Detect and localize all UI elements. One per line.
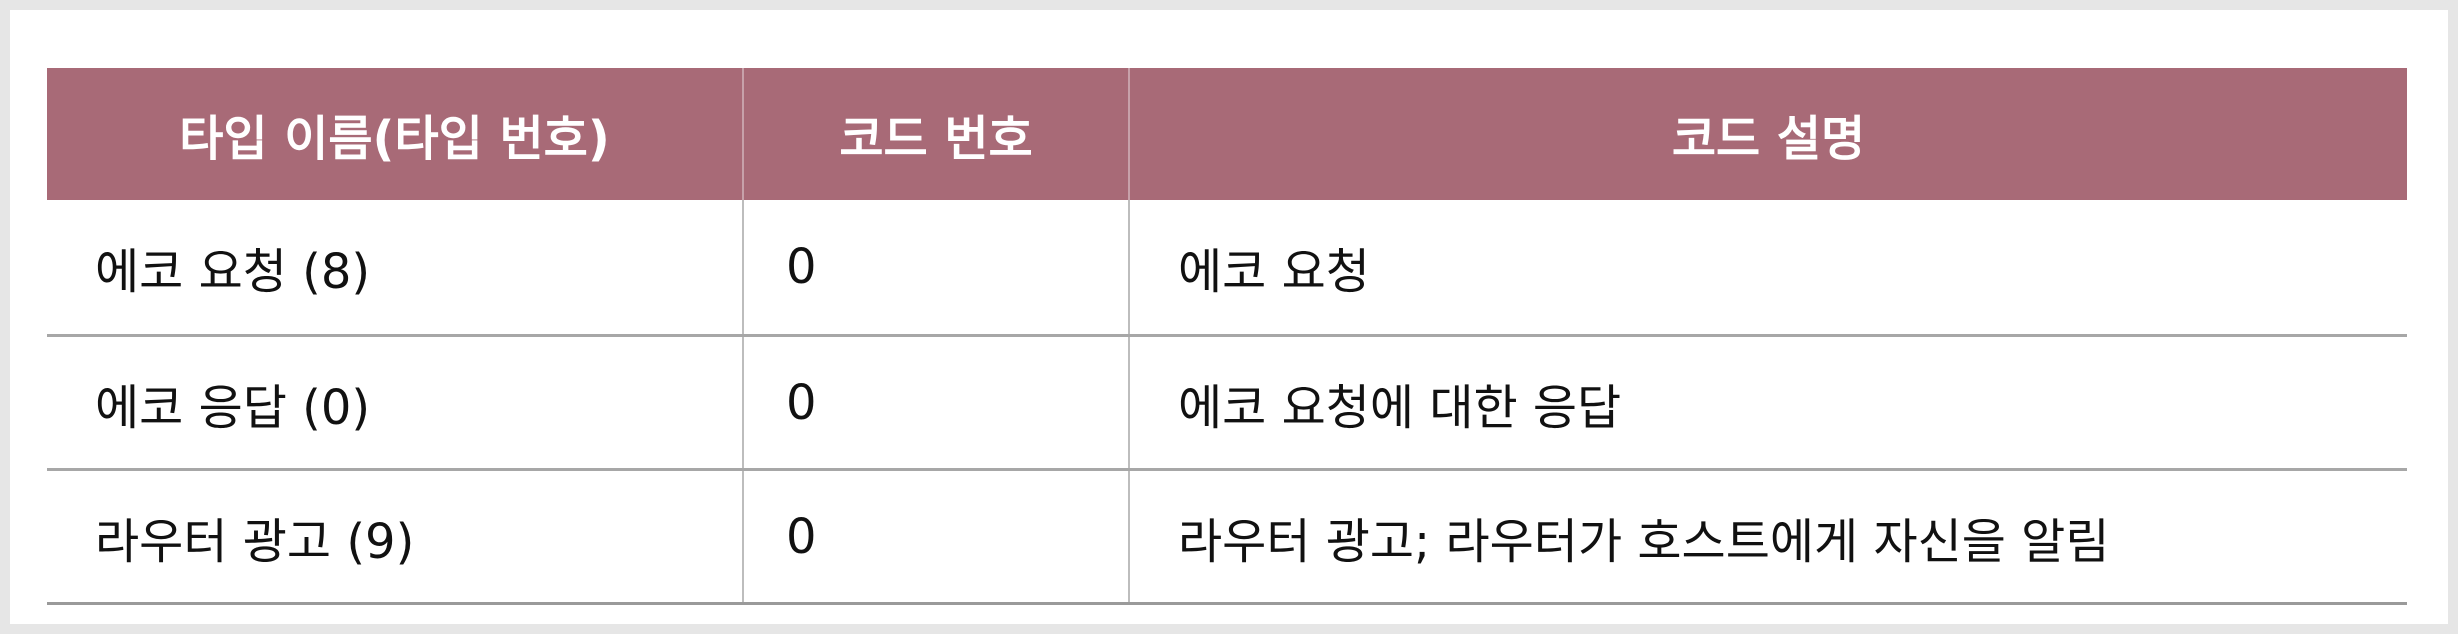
table-header-row: 타입 이름(타입 번호) 코드 번호 코드 설명 [47,68,2407,200]
type-name-cell: 에코 요청 (8) [95,244,371,300]
header-code-description: 코드 설명 [1128,68,2407,200]
code-number-cell: 0 [742,200,1128,334]
type-name-cell: 라우터 광고 (9) [95,513,415,570]
description-cell: 에코 요청에 대한 응답 [1128,337,2407,468]
code-number-cell: 0 [742,337,1128,468]
icmp-message-table: 타입 이름(타입 번호) 코드 번호 코드 설명 에코 요청 (8) 0 에코 … [47,68,2407,605]
table-row: 에코 응답 (0) 0 에코 요청에 대한 응답 [47,334,2407,468]
type-name-cell: 에코 응답 (0) [95,379,371,436]
header-code-number: 코드 번호 [742,68,1128,200]
header-type-name: 타입 이름(타입 번호) [179,111,610,167]
description-cell: 라우터 광고; 라우터가 호스트에게 자신을 알림 [1128,471,2407,602]
description-cell: 에코 요청 [1128,200,2407,334]
slide-canvas: 타입 이름(타입 번호) 코드 번호 코드 설명 에코 요청 (8) 0 에코 … [10,10,2448,624]
table-row: 에코 요청 (8) 0 에코 요청 [47,200,2407,334]
table-row: 라우터 광고 (9) 0 라우터 광고; 라우터가 호스트에게 자신을 알림 [47,468,2407,602]
code-number-cell: 0 [742,471,1128,602]
